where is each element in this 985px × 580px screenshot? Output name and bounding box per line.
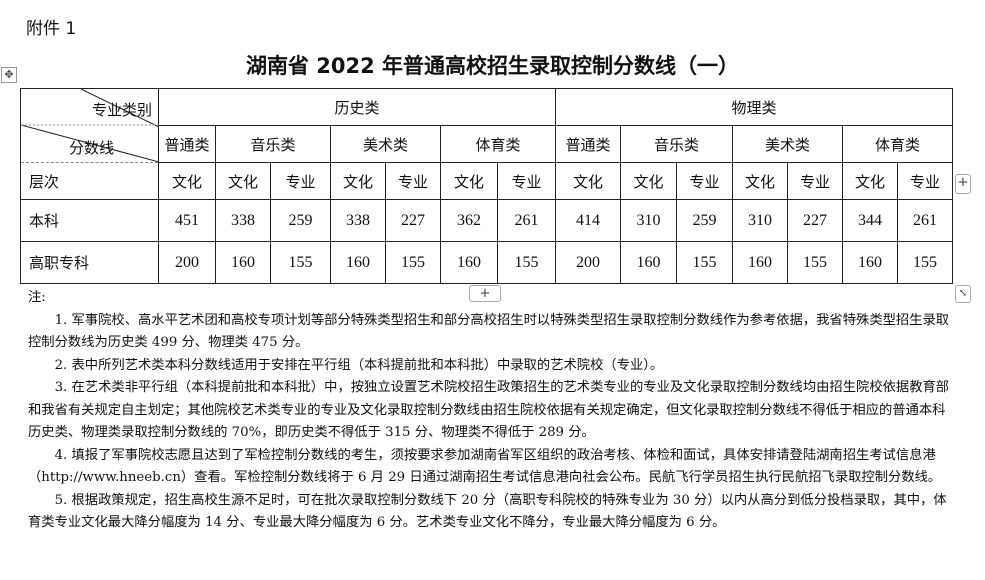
- notes-section: 注: 1. 军事院校、高水平艺术团和高校专项计划等部分特殊类型招生和部分高校招生…: [28, 287, 958, 535]
- column-header: 文化: [842, 162, 898, 200]
- column-header: 文化: [215, 162, 271, 200]
- column-header: 文化: [620, 162, 677, 200]
- corner-bottom-label: 层次: [20, 162, 159, 200]
- notes-heading: 注:: [28, 290, 46, 305]
- group-physics: 物理类: [555, 88, 953, 126]
- subgroup: 音乐类: [215, 125, 331, 163]
- score-cell: 200: [555, 241, 621, 284]
- attachment-label: 附件 1: [26, 19, 77, 39]
- score-cell: 227: [385, 199, 441, 242]
- note-item: 4. 填报了军事院校志愿且达到了军检控制分数线的考生，须按要求参加湖南省军区组织…: [28, 447, 942, 486]
- score-cell: 160: [440, 241, 498, 284]
- document-title: 湖南省 2022 年普通高校招生录取控制分数线（一）: [245, 54, 740, 78]
- column-header: 专业: [497, 162, 556, 200]
- column-header: 专业: [270, 162, 331, 200]
- column-header: 专业: [676, 162, 733, 200]
- table-move-handle-icon[interactable]: ✥: [1, 67, 17, 83]
- table-resize-handle-icon[interactable]: ⤡: [955, 285, 971, 303]
- subgroup: 美术类: [732, 125, 843, 163]
- column-header: 文化: [555, 162, 621, 200]
- score-cell: 160: [330, 241, 386, 284]
- score-cell: 155: [385, 241, 441, 284]
- add-column-button[interactable]: +: [955, 174, 971, 194]
- corner-header-cell: 专业类别 分数线: [20, 88, 159, 163]
- note-item: 3. 在艺术类非平行组（本科提前批和本科批）中，按独立设置艺术院校招生政策招生的…: [28, 380, 950, 440]
- score-cell: 310: [732, 199, 788, 242]
- score-cell: 200: [158, 241, 216, 284]
- column-header: 文化: [330, 162, 386, 200]
- subgroup: 音乐类: [620, 125, 733, 163]
- column-header: 专业: [385, 162, 441, 200]
- score-cell: 338: [330, 199, 386, 242]
- column-header: 专业: [787, 162, 843, 200]
- score-cell: 261: [897, 199, 953, 242]
- subgroup: 体育类: [440, 125, 556, 163]
- row-label: 本科: [20, 199, 159, 242]
- corner-mid-label: 分数线: [69, 139, 115, 157]
- score-cell: 160: [732, 241, 788, 284]
- note-item: 2. 表中所列艺术类本科分数线适用于安排在平行组（本科提前批和本科批）中录取的艺…: [54, 357, 664, 373]
- score-cell: 414: [555, 199, 621, 242]
- score-cell: 362: [440, 199, 498, 242]
- column-header: 专业: [897, 162, 953, 200]
- column-header: 文化: [732, 162, 788, 200]
- score-cell: 259: [676, 199, 733, 242]
- score-cell: 155: [676, 241, 733, 284]
- score-cell: 155: [787, 241, 843, 284]
- score-cell: 155: [270, 241, 331, 284]
- score-cell: 160: [215, 241, 271, 284]
- score-cell: 451: [158, 199, 216, 242]
- score-cell: 338: [215, 199, 271, 242]
- score-cell: 344: [842, 199, 898, 242]
- score-cell: 261: [497, 199, 556, 242]
- subgroup: 普通类: [555, 125, 621, 163]
- subgroup: 体育类: [842, 125, 953, 163]
- diagonal-line: [21, 89, 159, 162]
- score-cell: 310: [620, 199, 677, 242]
- score-cell: 259: [270, 199, 331, 242]
- subgroup: 美术类: [330, 125, 441, 163]
- row-label: 高职专科: [20, 241, 159, 284]
- group-history: 历史类: [158, 88, 556, 126]
- column-header: 文化: [440, 162, 498, 200]
- score-cell: 155: [497, 241, 556, 284]
- note-item: 1. 军事院校、高水平艺术团和高校专项计划等部分特殊类型招生和部分高校招生时以特…: [28, 312, 950, 351]
- add-row-button[interactable]: +: [469, 285, 501, 302]
- column-header: 文化: [158, 162, 216, 200]
- subgroup: 普通类: [158, 125, 216, 163]
- score-cell: 160: [842, 241, 898, 284]
- note-item: 5. 根据政策规定，招生高校生源不足时，可在批次录取控制分数线下 20 分（高职…: [28, 492, 947, 531]
- corner-top-label: 专业类别: [91, 101, 152, 119]
- score-table: 专业类别 分数线 历史类 物理类 普通类 音乐类 美术类 体育类 普通类 音乐类…: [20, 88, 953, 284]
- score-cell: 160: [620, 241, 677, 284]
- score-cell: 155: [897, 241, 953, 284]
- score-cell: 227: [787, 199, 843, 242]
